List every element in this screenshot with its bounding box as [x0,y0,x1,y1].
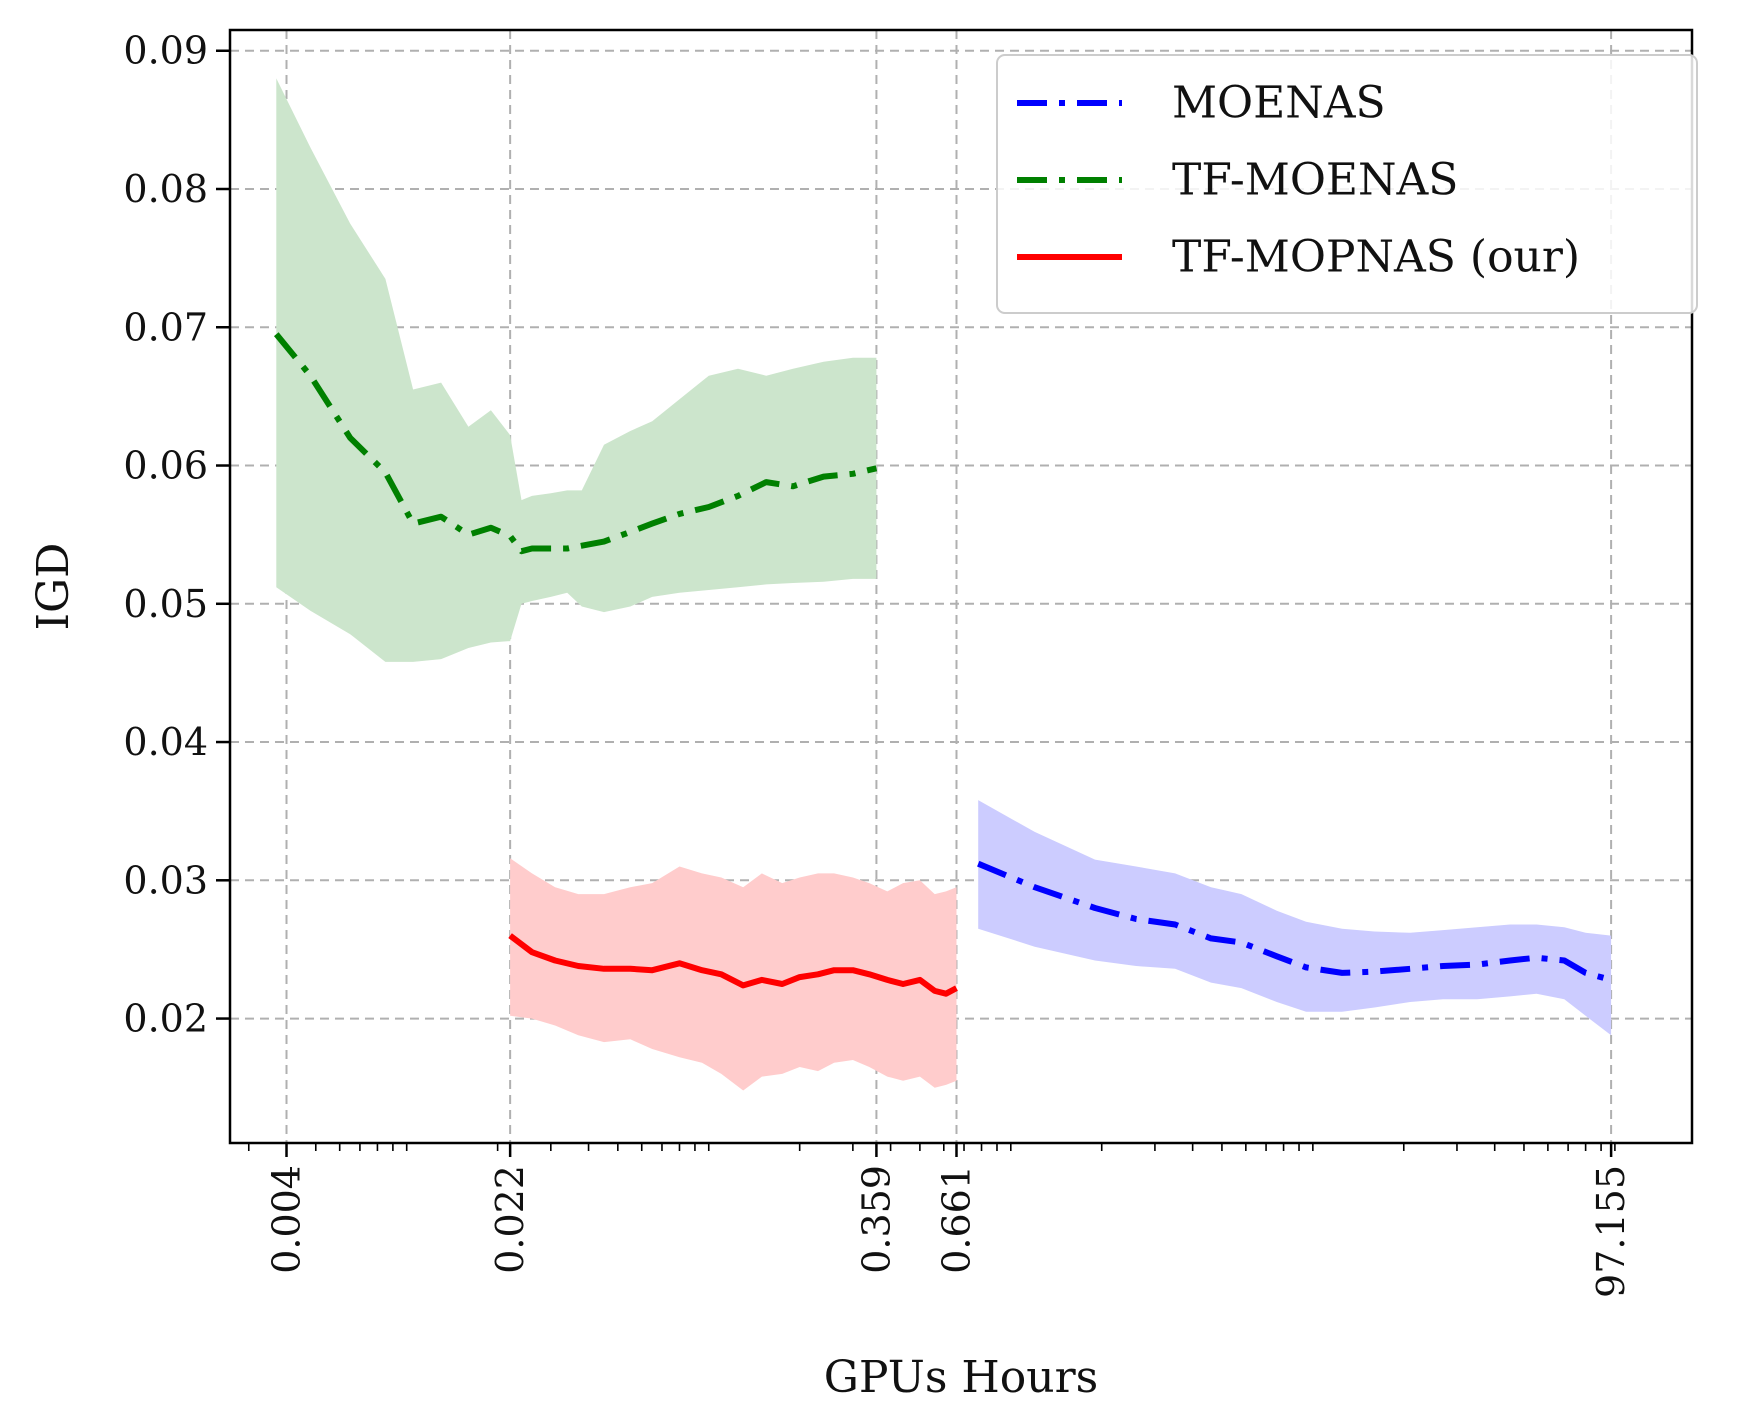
x-tick-label-3: 0.661 [934,1165,978,1274]
series-lines [273,332,1612,997]
band-tf-moenas [276,78,877,662]
legend-label-0: MOENAS [1172,78,1386,129]
legend: MOENAS TF-MOENAS TF-MOPNAS (our) [996,54,1698,314]
x-tick-label-2: 0.359 [854,1165,898,1274]
y-tick-label-5: 0.07 [123,305,208,349]
x-tick-label-1: 0.022 [488,1165,532,1274]
y-tick-label-3: 0.05 [123,582,208,626]
y-tick-label-7: 0.09 [123,29,208,73]
band-tf-mopnas-our- [510,858,957,1091]
legend-box [996,54,1698,314]
x-axis: 0.004 0.022 0.359 0.661 97.155 [247,1143,1633,1298]
y-tick-label-6: 0.08 [123,167,208,211]
y-tick-label-1: 0.03 [123,858,208,902]
line-moenas [977,860,1612,983]
line-tf-moenas [273,332,878,555]
y-axis-label: IGD [28,543,79,631]
band-moenas [978,800,1612,1036]
y-tick-label-2: 0.04 [123,720,208,764]
x-tick-label-0: 0.004 [265,1165,309,1274]
y-axis: 0.02 0.03 0.04 0.05 0.06 0.07 0.08 0.09 [123,29,230,1041]
x-tick-label-4: 97.155 [1589,1165,1633,1298]
plot-frame [228,28,1694,1145]
legend-label-1: TF-MOENAS [1172,155,1458,206]
uncertainty-bands [276,78,1612,1091]
line-tf-mopnas-our- [508,933,958,997]
x-axis-label: GPUs Hours [824,1352,1098,1403]
legend-label-2: TF-MOPNAS (our) [1172,232,1580,283]
y-tick-label-0: 0.02 [123,997,208,1041]
y-tick-label-4: 0.06 [123,444,208,488]
